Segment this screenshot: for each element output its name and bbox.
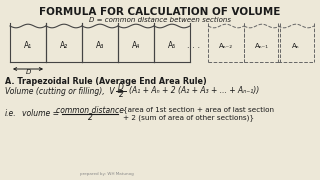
Text: 2: 2 [119,90,124,99]
Text: prepared by: WH Matunog: prepared by: WH Matunog [80,172,134,176]
Text: FORMULA FOR CALCULATION OF VOLUME: FORMULA FOR CALCULATION OF VOLUME [39,7,281,17]
Text: A₃: A₃ [96,41,104,50]
Text: Aₙ₋₁: Aₙ₋₁ [255,42,269,48]
Text: Aₙ₋₂: Aₙ₋₂ [219,42,233,48]
Text: D: D [118,83,124,92]
Text: A. Trapezoidal Rule (Average End Area Rule): A. Trapezoidal Rule (Average End Area Ru… [5,77,207,86]
Text: common distance: common distance [56,106,124,115]
Text: D: D [25,69,31,75]
Text: A₁: A₁ [24,41,32,50]
Text: Aₙ: Aₙ [292,42,300,48]
Text: A₄: A₄ [132,41,140,50]
Text: A₂: A₂ [60,41,68,50]
Text: i.e.: i.e. [5,109,17,118]
Text: . . .: . . . [188,41,201,50]
Text: volume =: volume = [22,109,61,118]
Text: + 2 (sum of area of other sections)}: + 2 (sum of area of other sections)} [123,115,254,121]
Text: A₅: A₅ [168,41,176,50]
Text: 2: 2 [88,113,92,122]
Text: D = common distance between sections: D = common distance between sections [89,17,231,23]
Text: Volume (cutting or filling),  V =: Volume (cutting or filling), V = [5,87,126,96]
Text: (A₁ + Aₙ + 2 (A₂ + A₃ + ... + Aₙ₋₁)): (A₁ + Aₙ + 2 (A₂ + A₃ + ... + Aₙ₋₁)) [129,87,259,96]
Text: {area of 1st section + area of last section: {area of 1st section + area of last sect… [123,107,274,113]
